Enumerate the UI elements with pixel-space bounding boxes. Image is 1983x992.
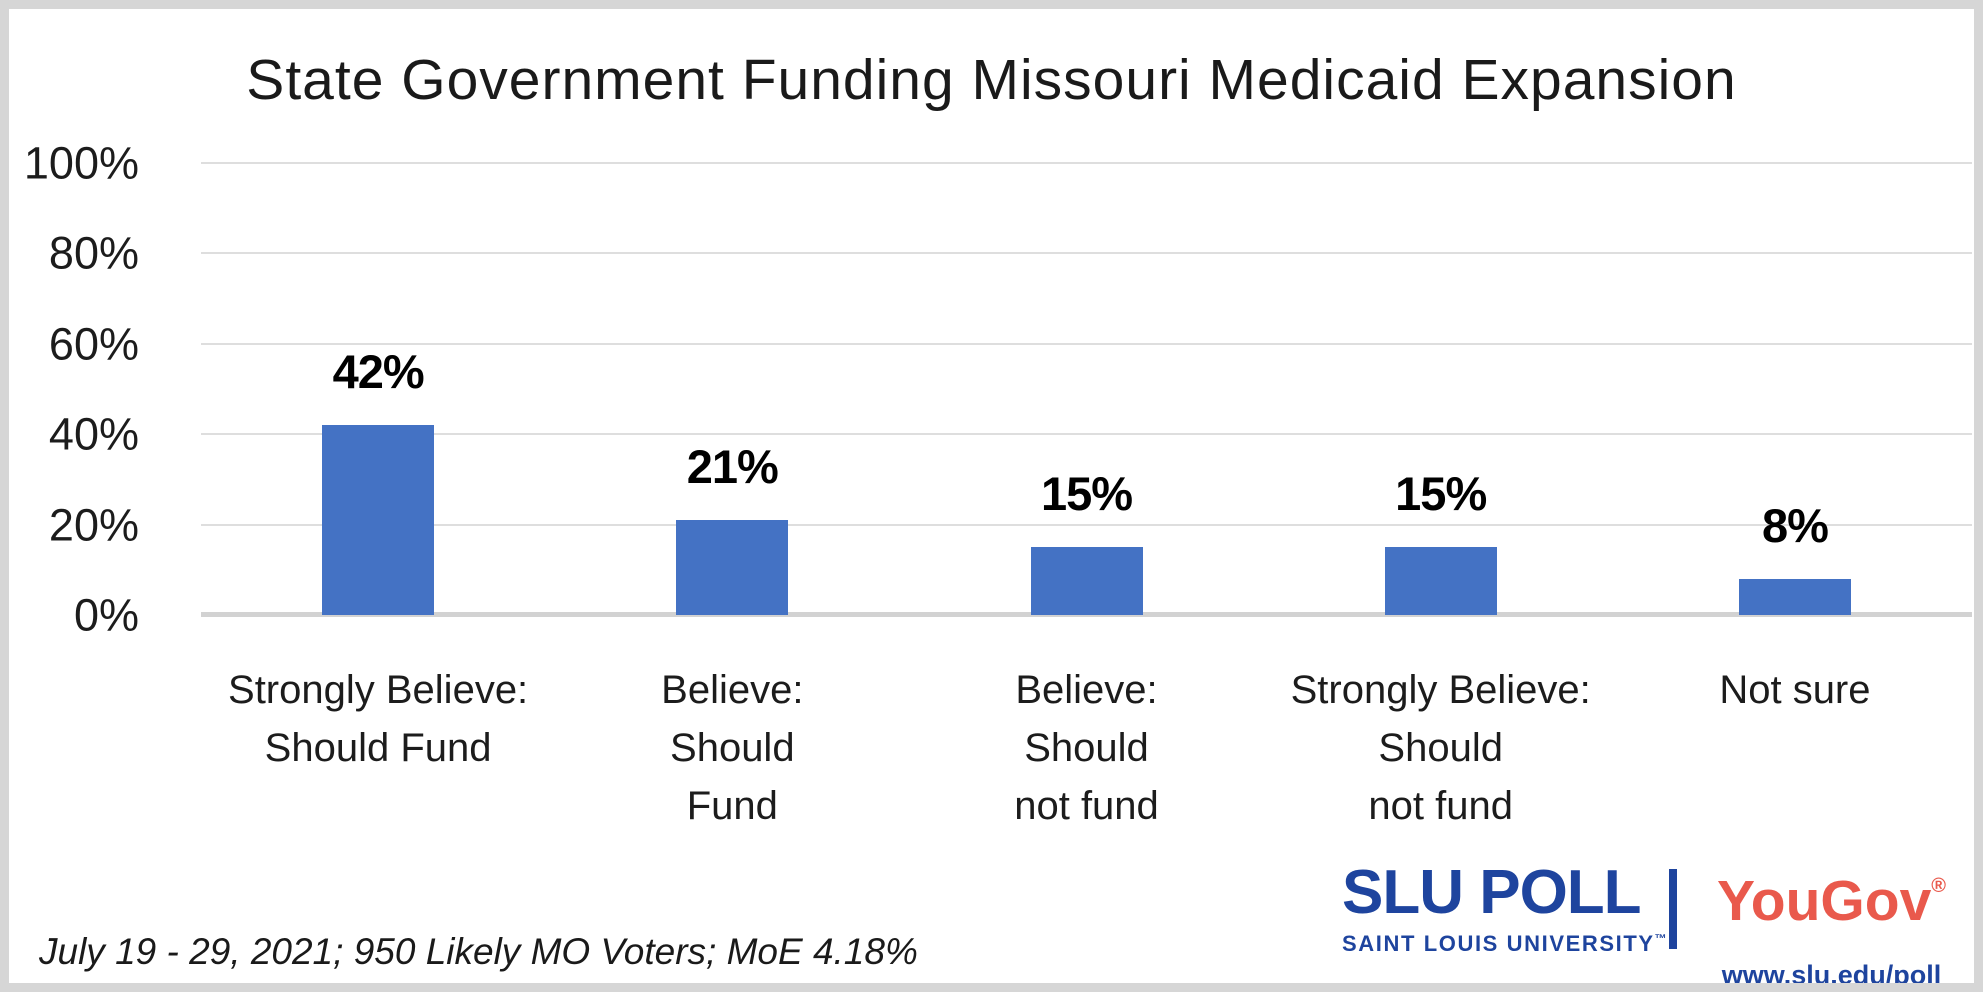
- gridline: [201, 162, 1972, 164]
- trademark-symbol: ™: [1654, 931, 1667, 946]
- x-category-label: Not sure: [1618, 661, 1972, 835]
- bar-column: 15%: [909, 163, 1263, 615]
- y-tick-label: 40%: [48, 408, 139, 460]
- bar: [1384, 547, 1497, 615]
- gridline: [201, 433, 1972, 436]
- gridline: [201, 252, 1972, 255]
- y-tick-label: 100%: [23, 137, 139, 189]
- registered-symbol: ®: [1931, 875, 1947, 897]
- x-category-label-line: Not sure: [1719, 668, 1871, 712]
- gridline: [201, 342, 1972, 345]
- x-category-label-line: Should Fund: [264, 726, 492, 770]
- bar-value-label: 8%: [1761, 498, 1829, 552]
- slu-poll-logo: SLU POLL SAINT LOUIS UNIVERSITY™: [1342, 862, 1667, 957]
- poll-website-url: www.slu.edu/poll: [1721, 960, 1942, 990]
- y-tick-label: 60%: [48, 318, 139, 370]
- survey-methodology-note: July 19 - 29, 2021; 950 Likely MO Voters…: [39, 931, 918, 972]
- x-category-label-line: not fund: [1368, 784, 1513, 828]
- slu-university-wordmark: SAINT LOUIS UNIVERSITY™: [1342, 931, 1667, 956]
- x-category-label: Strongly Believe: Should Fund: [201, 661, 555, 835]
- logo-divider: [1669, 869, 1677, 949]
- plot-area: 42% 21% 15% 15% 8%: [201, 162, 1972, 617]
- x-category-label-line: Should: [670, 726, 795, 770]
- yougov-logo: YouGov® www.slu.edu/poll: [1709, 869, 1954, 990]
- y-tick-label: 20%: [48, 499, 139, 551]
- bar-value-label: 21%: [686, 440, 779, 494]
- x-category-label: Believe: Should not fund: [909, 661, 1263, 835]
- bar: [676, 520, 789, 615]
- bar-value-label: 15%: [1040, 467, 1133, 521]
- slu-poll-wordmark: SLU POLL: [1342, 858, 1642, 927]
- y-tick-label: 80%: [48, 227, 139, 279]
- gridline: [201, 523, 1972, 526]
- x-axis-labels: Strongly Believe: Should Fund Believe: Shou…: [201, 661, 1972, 835]
- x-category-label-line: not fund: [1014, 784, 1159, 828]
- bar-value-label: 15%: [1395, 467, 1487, 521]
- bar: [1030, 547, 1143, 615]
- yougov-wordmark: YouGov®: [1716, 869, 1947, 933]
- x-category-label: Strongly Believe: Should not fund: [1264, 661, 1618, 835]
- bar: [1738, 578, 1851, 615]
- x-category-label-line: Strongly Believe:: [1290, 668, 1591, 712]
- x-category-label-line: Should: [1024, 726, 1149, 770]
- bar-column: 42%: [201, 163, 555, 615]
- x-category-label-line: Believe:: [661, 668, 804, 712]
- x-category-label-line: Should: [1378, 726, 1503, 770]
- bar: [322, 425, 435, 615]
- x-category-label-line: Believe:: [1015, 668, 1158, 712]
- bar-column: 21%: [555, 163, 909, 615]
- bar-columns: 42% 21% 15% 15% 8%: [201, 163, 1972, 615]
- x-category-label-line: Fund: [686, 784, 778, 828]
- x-category-label-line: Strongly Believe:: [228, 668, 529, 712]
- chart-title: State Government Funding Missouri Medica…: [246, 48, 1737, 112]
- y-axis-labels: 100% 80% 60% 40% 20% 0%: [9, 141, 139, 638]
- y-tick-label: 0%: [73, 589, 139, 641]
- bar-column: 15%: [1264, 163, 1618, 615]
- x-category-label: Believe: Should Fund: [555, 661, 909, 835]
- bar-value-label: 42%: [332, 345, 425, 399]
- bar-column: 8%: [1618, 163, 1972, 615]
